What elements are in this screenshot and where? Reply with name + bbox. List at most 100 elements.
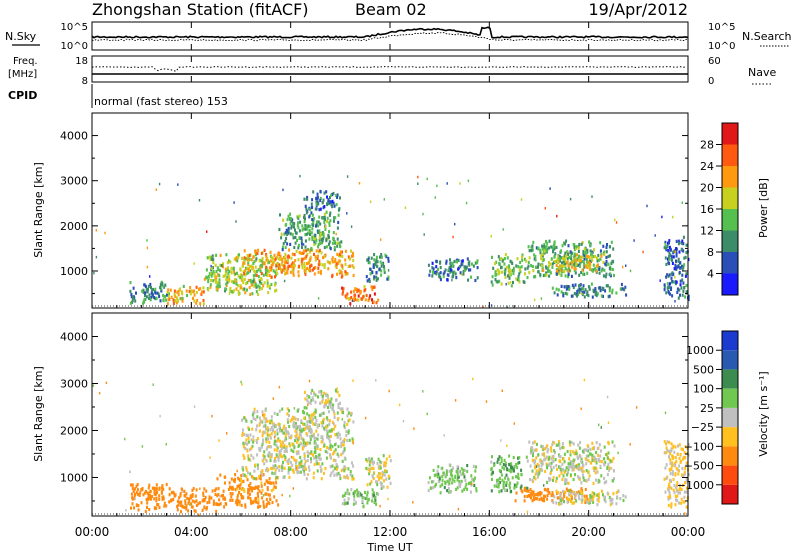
data-cell xyxy=(281,429,283,433)
data-cell xyxy=(665,463,668,467)
noise-cell xyxy=(198,513,200,516)
data-cell xyxy=(230,266,233,271)
data-cell xyxy=(333,204,336,208)
data-cell xyxy=(332,422,335,426)
data-cell xyxy=(495,260,498,264)
data-cell xyxy=(494,261,497,266)
data-cell xyxy=(543,243,546,247)
data-cell xyxy=(510,469,513,473)
data-cell xyxy=(380,253,383,257)
data-cell xyxy=(253,269,256,273)
data-cell xyxy=(300,427,303,431)
data-cell xyxy=(682,448,684,452)
data-cell xyxy=(247,261,250,265)
data-cell xyxy=(243,249,246,253)
data-cell xyxy=(579,454,581,458)
data-cell xyxy=(308,395,311,399)
data-cell xyxy=(287,214,290,218)
data-cell xyxy=(517,476,520,480)
data-cell xyxy=(153,492,156,496)
noise-cell xyxy=(234,272,236,276)
data-cell xyxy=(456,478,459,482)
data-cell xyxy=(289,467,292,471)
data-cell xyxy=(337,431,340,435)
data-cell xyxy=(202,493,205,497)
data-cell xyxy=(251,267,253,271)
data-cell xyxy=(246,478,249,482)
data-cell xyxy=(567,244,570,248)
data-cell xyxy=(366,279,369,283)
data-cell xyxy=(594,292,597,296)
data-cell xyxy=(515,264,518,268)
nsearch-tick-low: 10^0 xyxy=(708,41,735,52)
data-cell xyxy=(285,437,288,441)
data-cell xyxy=(179,287,181,291)
noise-cell xyxy=(591,195,593,198)
data-cell xyxy=(673,463,676,467)
data-cell xyxy=(303,216,305,220)
data-cell xyxy=(310,450,313,454)
data-cell xyxy=(550,461,553,465)
data-cell xyxy=(329,400,332,404)
data-cell xyxy=(129,301,132,305)
data-cell xyxy=(502,484,505,488)
data-cell xyxy=(324,393,327,397)
data-cell xyxy=(589,243,591,248)
data-cell xyxy=(332,201,335,205)
data-cell xyxy=(331,260,334,264)
data-cell xyxy=(274,459,277,463)
data-cell xyxy=(543,245,546,249)
velocity-colorbar-tick-label: −25 xyxy=(691,421,714,434)
data-cell xyxy=(524,272,526,276)
data-cell xyxy=(306,426,309,430)
noise-cell xyxy=(510,281,512,284)
data-cell xyxy=(579,467,582,471)
data-cell xyxy=(259,269,262,273)
noise-cell xyxy=(146,239,148,242)
data-cell xyxy=(207,288,210,292)
data-cell xyxy=(540,444,543,448)
data-cell xyxy=(562,241,565,245)
data-cell xyxy=(291,463,294,467)
noise-cell xyxy=(146,265,149,269)
data-cell xyxy=(309,207,312,211)
data-cell xyxy=(256,269,258,273)
nave-tick-high: 60 xyxy=(708,56,721,67)
noise-cell xyxy=(544,207,546,210)
data-cell xyxy=(306,420,309,424)
data-cell xyxy=(286,430,288,434)
data-cell xyxy=(336,244,339,248)
data-cell xyxy=(584,487,587,492)
data-cell xyxy=(308,424,311,429)
data-cell xyxy=(239,284,242,288)
data-cell xyxy=(195,290,198,295)
data-cell xyxy=(594,267,597,271)
data-cell xyxy=(683,500,686,504)
data-cell xyxy=(389,481,392,485)
data-cell xyxy=(292,456,295,460)
data-cell xyxy=(173,289,176,293)
data-cell xyxy=(348,297,350,301)
data-cell xyxy=(262,438,265,442)
data-cell xyxy=(143,491,146,495)
data-cell xyxy=(328,221,331,225)
data-cell xyxy=(354,293,357,297)
data-cell xyxy=(556,260,559,264)
data-cell xyxy=(668,285,671,290)
data-cell xyxy=(257,494,260,498)
data-cell xyxy=(541,264,543,268)
noise-cell xyxy=(358,182,361,185)
data-cell xyxy=(187,509,190,513)
data-cell xyxy=(256,453,259,457)
data-cell xyxy=(570,265,573,269)
data-cell xyxy=(325,429,328,433)
data-cell xyxy=(567,275,570,279)
noise-cell xyxy=(583,378,586,382)
data-cell xyxy=(336,241,339,245)
data-cell xyxy=(255,485,258,489)
data-cell xyxy=(261,256,264,261)
data-cell xyxy=(578,242,581,247)
data-cell xyxy=(307,420,310,424)
data-cell xyxy=(165,482,168,487)
data-cell xyxy=(328,242,330,246)
